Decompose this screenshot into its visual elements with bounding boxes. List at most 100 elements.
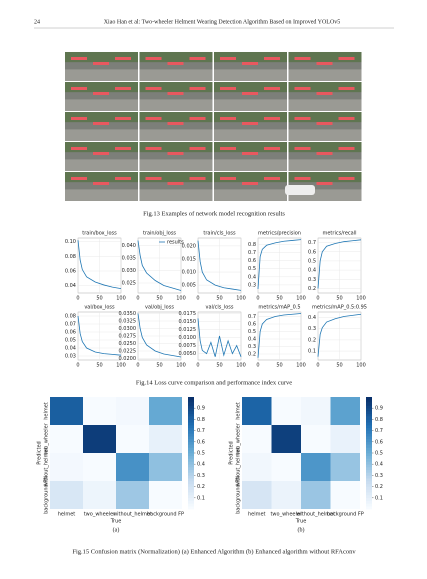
colorbar-tick-label: 0.8 bbox=[375, 417, 383, 423]
panel-title: val/box_loss bbox=[84, 305, 115, 311]
matrix-cell bbox=[83, 397, 116, 425]
detection-box bbox=[294, 177, 311, 180]
matrix-cell bbox=[330, 453, 360, 481]
detection-box bbox=[145, 57, 162, 60]
detection-box bbox=[264, 117, 280, 120]
x-tick-label: 50 bbox=[336, 296, 342, 302]
x-tick-label: 100 bbox=[116, 363, 126, 369]
colorbar-step bbox=[188, 422, 194, 426]
detection-box bbox=[71, 57, 87, 60]
data-line bbox=[77, 240, 122, 289]
detection-box bbox=[167, 92, 184, 95]
data-line bbox=[317, 313, 362, 357]
data-line bbox=[257, 239, 302, 289]
photo-road bbox=[288, 69, 362, 81]
colorbar-tick-label: 0.5 bbox=[197, 451, 205, 457]
y-tick-label: 0.010 bbox=[182, 270, 196, 276]
y-tick-label: 0.7 bbox=[248, 314, 256, 320]
detection-box bbox=[189, 87, 206, 90]
y-tick-label: 0.2 bbox=[308, 286, 316, 292]
x-axis-label: True bbox=[295, 519, 307, 525]
matrix-cell bbox=[301, 397, 331, 425]
colorbar-step bbox=[188, 425, 194, 429]
colorbar-step bbox=[188, 436, 194, 440]
detection-box bbox=[338, 147, 355, 150]
detection-box bbox=[167, 122, 184, 125]
photo-road bbox=[139, 129, 213, 141]
colorbar-step bbox=[366, 481, 372, 485]
detection-box bbox=[242, 62, 258, 65]
y-category-label: without_helmet bbox=[236, 448, 242, 487]
colorbar-step bbox=[366, 405, 372, 409]
y-tick-label: 0.07 bbox=[65, 322, 76, 328]
x-tick-label: 0 bbox=[136, 363, 139, 369]
matrix-cell bbox=[83, 425, 116, 453]
photo-road bbox=[65, 69, 138, 81]
detection-box bbox=[220, 117, 236, 120]
colorbar-step bbox=[366, 413, 372, 417]
colorbar-step bbox=[188, 497, 194, 501]
detection-box bbox=[220, 147, 236, 150]
y-tick-label: 0.08 bbox=[65, 314, 76, 320]
colorbar-step bbox=[188, 495, 194, 499]
panel-title: val/cls_loss bbox=[206, 305, 234, 311]
matrix-cell bbox=[83, 453, 116, 481]
detection-box bbox=[115, 147, 131, 150]
colorbar-step bbox=[188, 399, 194, 403]
colorbar-step bbox=[188, 467, 194, 471]
detection-box bbox=[294, 117, 311, 120]
x-category-label: two_wheeler bbox=[270, 512, 302, 518]
page-number: 24 bbox=[34, 19, 40, 25]
photo-sky bbox=[139, 82, 213, 93]
photo-sky bbox=[214, 172, 287, 183]
matrix-cell bbox=[50, 453, 83, 481]
x-tick-label: 50 bbox=[276, 296, 282, 302]
detection-box bbox=[338, 177, 355, 180]
photo-sky bbox=[65, 52, 138, 63]
x-tick-label: 0 bbox=[256, 363, 259, 369]
detection-box bbox=[316, 92, 333, 95]
y-tick-label: 0.08 bbox=[65, 254, 76, 260]
photo-sky bbox=[288, 112, 362, 123]
data-line bbox=[197, 318, 242, 357]
matrix-cell bbox=[50, 425, 83, 453]
y-tick-label: 0.025 bbox=[122, 281, 136, 287]
y-tick-label: 0.0250 bbox=[119, 341, 137, 347]
colorbar-step bbox=[366, 399, 372, 403]
photo-sky bbox=[65, 142, 138, 153]
colorbar-step bbox=[188, 405, 194, 409]
colorbar-step bbox=[188, 416, 194, 420]
colorbar-step bbox=[366, 444, 372, 448]
colorbar-step bbox=[188, 503, 194, 507]
photo-road bbox=[139, 189, 213, 201]
photo-road bbox=[214, 189, 287, 201]
matrix-cell bbox=[242, 481, 272, 509]
detection-box bbox=[145, 117, 162, 120]
detection-box bbox=[115, 177, 131, 180]
y-tick-label: 0.0075 bbox=[179, 343, 197, 349]
matrix-cell bbox=[301, 453, 331, 481]
detection-box bbox=[294, 57, 311, 60]
y-tick-label: 0.1 bbox=[308, 349, 316, 355]
x-tick-label: 50 bbox=[156, 296, 162, 302]
photo-sky bbox=[139, 52, 213, 63]
x-tick-label: 50 bbox=[216, 363, 222, 369]
y-axis-label: Predicted bbox=[229, 441, 235, 464]
colorbar-step bbox=[366, 425, 372, 429]
photo-sky bbox=[214, 142, 287, 153]
photo-sky bbox=[288, 52, 362, 63]
colorbar-step bbox=[366, 408, 372, 412]
colorbar-step bbox=[188, 430, 194, 434]
detection-box bbox=[115, 117, 131, 120]
detection-box bbox=[93, 182, 109, 185]
colorbar-step bbox=[366, 483, 372, 487]
panel-title: train/cls_loss bbox=[203, 231, 236, 237]
data-line bbox=[257, 313, 302, 358]
colorbar-step bbox=[366, 486, 372, 490]
colorbar-step bbox=[188, 413, 194, 417]
colorbar-step bbox=[366, 436, 372, 440]
colorbar-tick-label: 0.8 bbox=[197, 417, 205, 423]
x-tick-label: 0 bbox=[316, 363, 319, 369]
legend-label: results bbox=[167, 240, 184, 246]
y-tick-label: 0.2 bbox=[248, 352, 256, 358]
